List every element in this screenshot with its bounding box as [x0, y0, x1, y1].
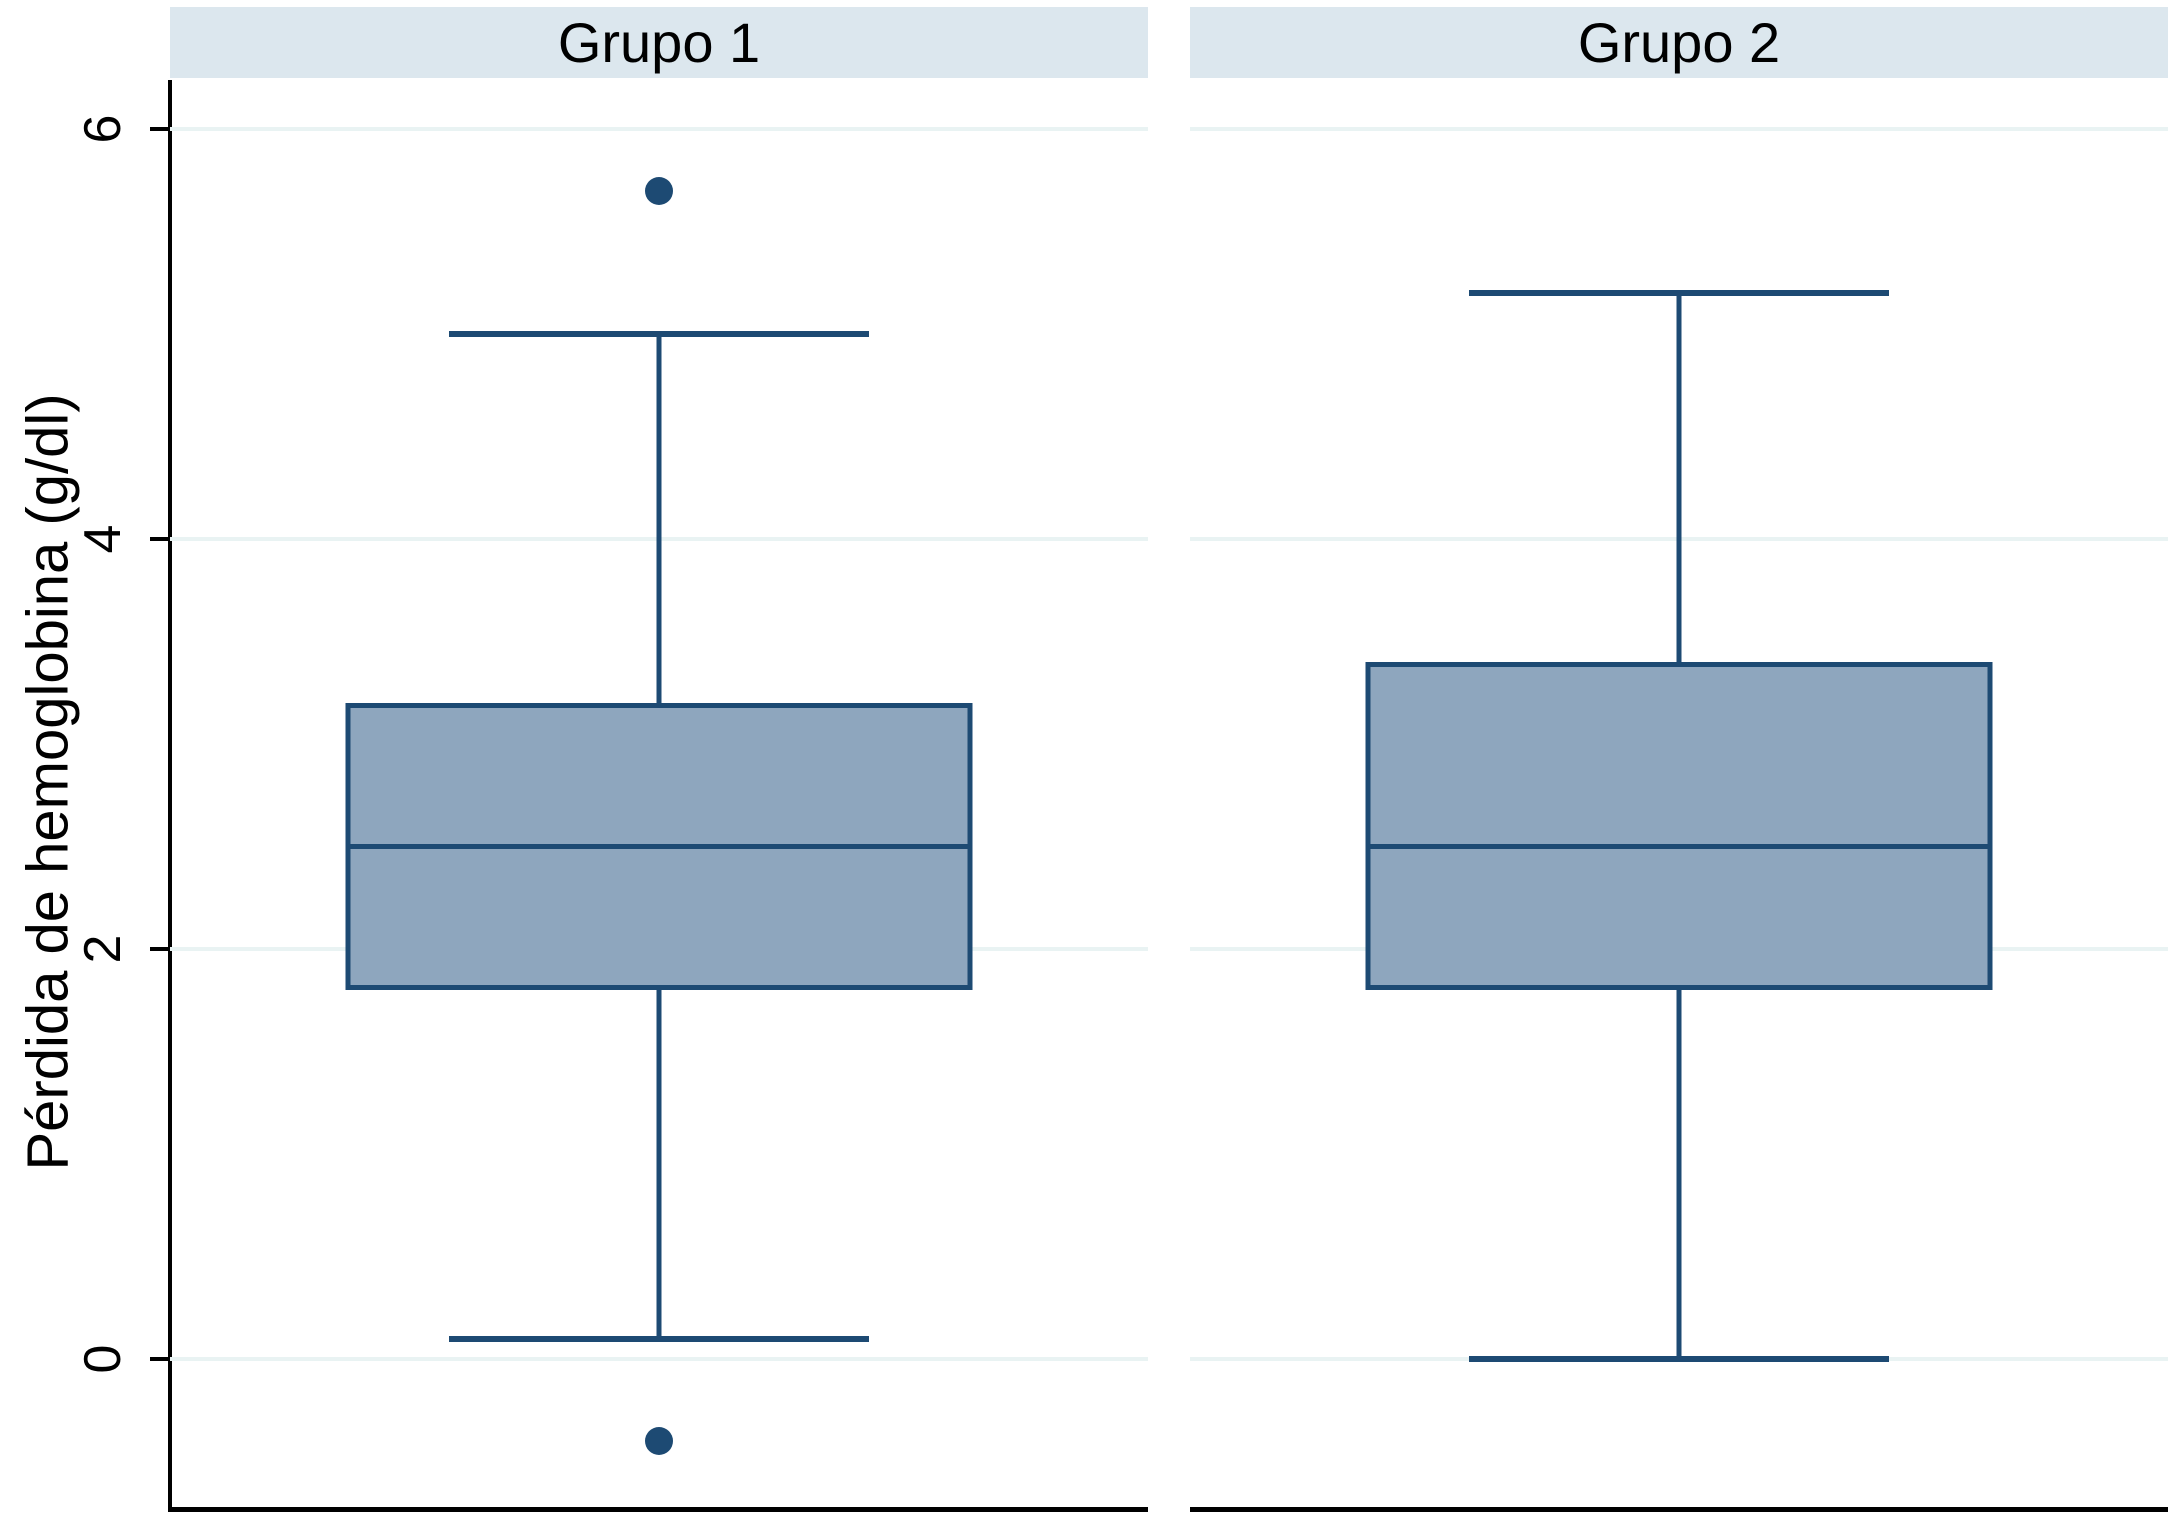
outlier-point	[645, 1427, 673, 1455]
lower-whisker-cap	[449, 1335, 869, 1342]
y-tick-mark	[150, 947, 170, 951]
median-line	[345, 844, 973, 849]
y-tick-label: 2	[74, 934, 132, 964]
y-tick-label: 4	[74, 524, 132, 554]
gridline	[170, 1357, 1148, 1361]
panel-grupo-2: Grupo 2	[1190, 0, 2168, 1518]
lower-whisker-line	[1676, 990, 1682, 1359]
panel-grupo-1: Grupo 1	[170, 0, 1148, 1518]
y-tick-mark	[150, 127, 170, 131]
panel-title: Grupo 2	[1577, 11, 1781, 74]
panel-title: Grupo 1	[557, 11, 761, 74]
panel-title-band: Grupo 2	[1190, 7, 2168, 78]
upper-whisker-cap	[1469, 290, 1889, 296]
panel-title-band: Grupo 1	[170, 7, 1148, 78]
upper-whisker-line	[1676, 293, 1682, 662]
y-tick-mark	[150, 1357, 170, 1361]
upper-whisker-line	[656, 334, 662, 703]
outlier-point	[645, 176, 673, 205]
lower-whisker-line	[656, 990, 662, 1339]
y-axis-title: Pérdida de hemoglobina (g/dl)	[15, 393, 81, 1171]
x-axis-line	[1190, 1507, 2168, 1512]
lower-whisker-cap	[1469, 1356, 1889, 1362]
y-tick-label: 6	[74, 114, 132, 144]
median-line	[1365, 844, 1993, 849]
gridline	[1190, 127, 2168, 131]
plot-area-grupo-1	[170, 0, 1148, 1518]
y-tick-label: 0	[74, 1344, 132, 1374]
y-axis-line	[168, 80, 172, 1512]
plot-area-grupo-2	[1190, 0, 2168, 1518]
x-axis-line	[170, 1507, 1148, 1512]
gridline	[170, 127, 1148, 131]
iqr-box	[1365, 662, 1993, 990]
y-tick-mark	[150, 537, 170, 541]
upper-whisker-cap	[449, 331, 869, 337]
